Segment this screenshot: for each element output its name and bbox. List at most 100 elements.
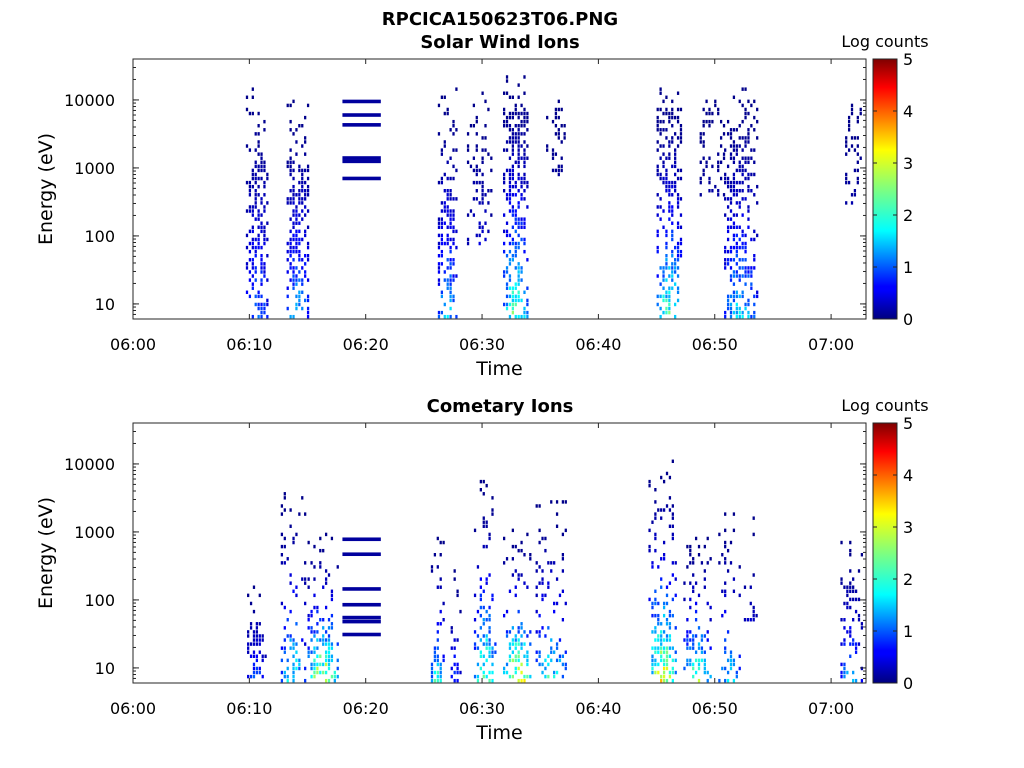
heatmap-cell — [668, 290, 671, 295]
heatmap-cell — [254, 201, 257, 205]
heatmap-cell — [729, 561, 733, 565]
heatmap-cell — [511, 254, 514, 258]
heatmap-cell — [523, 111, 526, 116]
heatmap-cell — [307, 577, 310, 581]
heatmap-cell — [263, 229, 266, 234]
heatmap-cell — [692, 573, 695, 577]
heatmap-cell — [481, 225, 484, 230]
heatmap-cell — [517, 626, 520, 630]
heatmap-cell — [245, 180, 249, 185]
heatmap-cell — [481, 160, 484, 165]
heatmap-cell — [738, 237, 741, 242]
heatmap-cell — [724, 245, 727, 250]
heatmap-cell — [333, 674, 336, 679]
heatmap-cell — [747, 298, 750, 303]
heatmap-cell — [709, 646, 712, 650]
heatmap-cell — [324, 638, 328, 642]
cometary-axes-frame — [132, 422, 867, 684]
heatmap-cell — [304, 189, 307, 193]
heatmap-cell — [709, 557, 712, 561]
heatmap-cell — [257, 217, 260, 221]
heatmap-cell — [517, 132, 520, 136]
heatmap-cell — [724, 262, 727, 266]
heatmap-cell — [301, 577, 304, 581]
heatmap-cell — [505, 229, 509, 234]
heatmap-cell — [660, 646, 663, 650]
heatmap-cell — [756, 294, 759, 299]
heatmap-cell — [744, 140, 747, 144]
heatmap-cell — [245, 290, 249, 295]
heatmap-cell — [517, 282, 520, 286]
heatmap-cell — [741, 274, 744, 278]
heatmap-cell — [264, 654, 267, 659]
heatmap-cell — [856, 115, 859, 120]
heatmap-cell — [251, 286, 254, 290]
heatmap-cell — [694, 601, 698, 606]
heatmap-cell — [508, 286, 512, 290]
heatmap-cell — [449, 237, 452, 242]
heatmap-cell — [523, 306, 526, 311]
heatmap-cell — [753, 310, 756, 315]
heatmap-cell — [514, 193, 517, 197]
heatmap-cell — [555, 577, 559, 581]
heatmap-cell — [660, 634, 663, 638]
heatmap-cell — [729, 654, 733, 659]
heatmap-cell — [255, 626, 259, 630]
heatmap-cell — [729, 152, 733, 156]
heatmap-cell — [752, 516, 755, 520]
heatmap-cell — [484, 99, 487, 104]
heatmap-cell — [689, 548, 692, 553]
heatmap-cell — [741, 294, 744, 299]
heatmap-cell — [732, 274, 736, 278]
heatmap-cell — [488, 678, 491, 683]
heatmap-cell — [686, 630, 689, 634]
heatmap-cell — [724, 172, 727, 177]
heatmap-cell — [450, 626, 453, 630]
heatmap-cell — [657, 565, 660, 569]
heatmap-cell — [330, 536, 334, 541]
heatmap-cell — [251, 258, 254, 262]
heatmap-cell — [324, 670, 328, 675]
heatmap-cell — [517, 233, 520, 238]
heatmap-cell — [662, 638, 666, 642]
heatmap-cell — [280, 504, 284, 508]
heatmap-cell — [292, 678, 295, 683]
heatmap-cell — [744, 233, 747, 238]
heatmap-cell — [857, 618, 861, 622]
heatmap-cell — [289, 249, 292, 254]
heatmap-cell — [295, 622, 298, 626]
heatmap-cell — [517, 266, 520, 270]
heatmap-cell — [679, 176, 683, 181]
heatmap-cell — [324, 532, 328, 537]
heatmap-cell — [659, 128, 662, 132]
heatmap-cell — [668, 634, 672, 638]
solar-wind-x-label: Time — [475, 358, 523, 380]
heatmap-cell — [266, 176, 269, 181]
heatmap-cell — [511, 213, 514, 217]
heatmap-cell — [252, 662, 256, 667]
heatmap-cell — [526, 532, 529, 537]
heatmap-cell — [676, 193, 680, 197]
heatmap-cell — [676, 107, 680, 112]
heatmap-cell — [254, 302, 257, 307]
heatmap-cell — [266, 172, 269, 177]
heatmap-cell — [654, 630, 657, 634]
heatmap-cell — [295, 233, 298, 238]
heatmap-cell — [747, 111, 750, 116]
heatmap-cell — [517, 156, 520, 160]
heatmap-cell — [437, 314, 441, 319]
heatmap-cell — [502, 270, 506, 274]
heatmap-cell — [289, 581, 292, 585]
heatmap-cell — [440, 225, 444, 230]
heatmap-cell — [665, 184, 668, 189]
heatmap-cell — [750, 237, 753, 242]
heatmap-cell — [859, 156, 862, 160]
heatmap-cell — [755, 613, 758, 618]
heatmap-cell — [514, 544, 517, 549]
heatmap-cell — [553, 670, 556, 675]
heatmap-cell — [327, 573, 331, 577]
heatmap-cell — [708, 119, 711, 124]
heatmap-cell — [248, 229, 252, 234]
heatmap-cell — [257, 237, 260, 242]
heatmap-cell — [744, 249, 747, 254]
